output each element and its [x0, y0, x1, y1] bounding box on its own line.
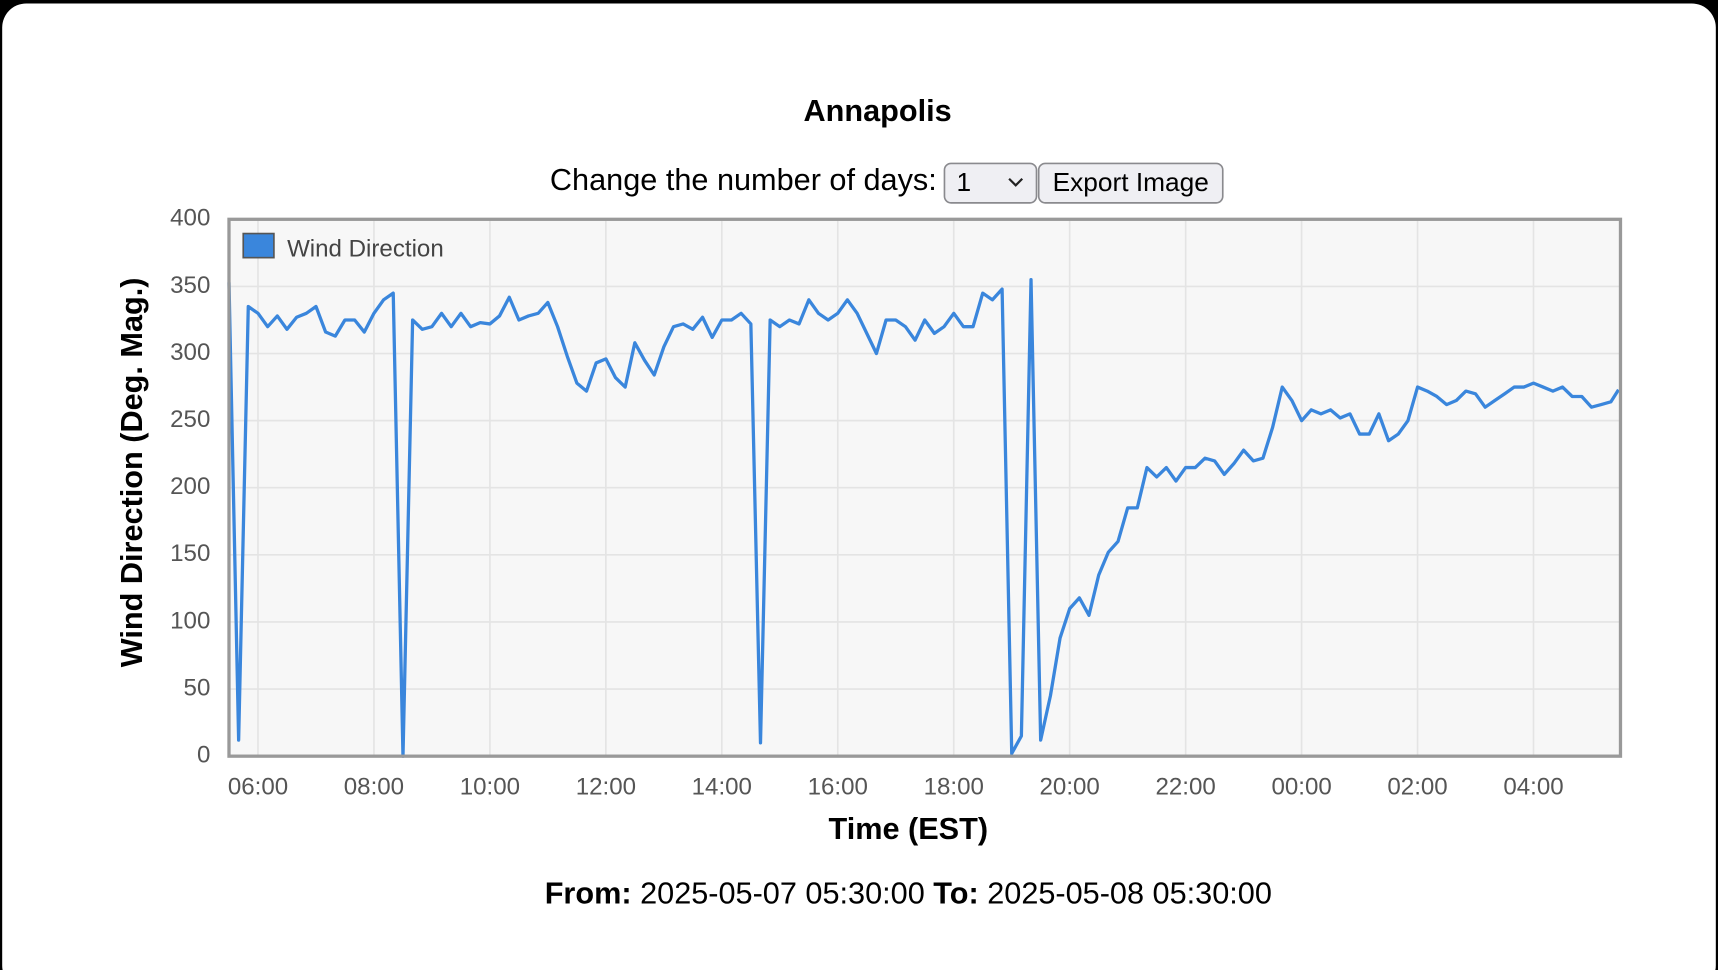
y-tick-label: 350: [170, 272, 210, 299]
days-label: Change the number of days:: [550, 163, 937, 197]
days-select[interactable]: 1: [943, 162, 1038, 204]
y-tick-label: 50: [184, 674, 211, 701]
y-tick-label: 0: [197, 742, 210, 769]
chart-title: Annapolis: [804, 94, 952, 128]
y-tick-label: 200: [170, 473, 210, 500]
y-tick-label: 250: [170, 406, 210, 433]
x-tick-label: 18:00: [924, 773, 984, 800]
x-tick-label: 00:00: [1271, 773, 1331, 800]
select-chevron: [1008, 177, 1024, 187]
x-tick-label: 06:00: [228, 773, 288, 800]
x-tick-label: 20:00: [1040, 773, 1100, 800]
y-tick-label: 150: [170, 540, 210, 567]
marks: [227, 278, 1620, 758]
from-date: 2025-05-07 05:30:00: [640, 876, 925, 910]
x-axis-label: Time (EST): [829, 812, 989, 846]
data-line: [227, 278, 1620, 758]
x-tick-label: 12:00: [576, 773, 636, 800]
select-value[interactable]: 1: [957, 167, 972, 197]
y-tick-label: 100: [170, 607, 210, 634]
legend-label: Wind Direction: [287, 235, 444, 262]
button-label[interactable]: Export Image: [1053, 167, 1209, 197]
to-date: 2025-05-08 05:30:00: [987, 876, 1272, 910]
x-tick-label: 10:00: [460, 773, 520, 800]
export-button[interactable]: Export Image: [1037, 162, 1224, 204]
legend-swatch: [242, 232, 275, 259]
x-tick-label: 14:00: [692, 773, 752, 800]
x-tick-label: 22:00: [1155, 773, 1215, 800]
date-range: From: 2025-05-07 05:30:00 To: 2025-05-08…: [545, 876, 1272, 910]
button-box[interactable]: [1037, 162, 1224, 204]
plot-border: [227, 217, 1623, 758]
x-tick-label: 02:00: [1387, 773, 1447, 800]
x-tick-label: 04:00: [1503, 773, 1563, 800]
y-axis-label: Wind Direction (Deg. Mag.): [115, 278, 149, 668]
to-label: To:: [933, 876, 978, 910]
x-tick-label: 08:00: [344, 773, 404, 800]
y-tick-label: 400: [170, 205, 210, 232]
from-label: From:: [545, 876, 632, 910]
y-tick-label: 300: [170, 339, 210, 366]
select-box[interactable]: [943, 162, 1038, 204]
x-tick-label: 16:00: [808, 773, 868, 800]
